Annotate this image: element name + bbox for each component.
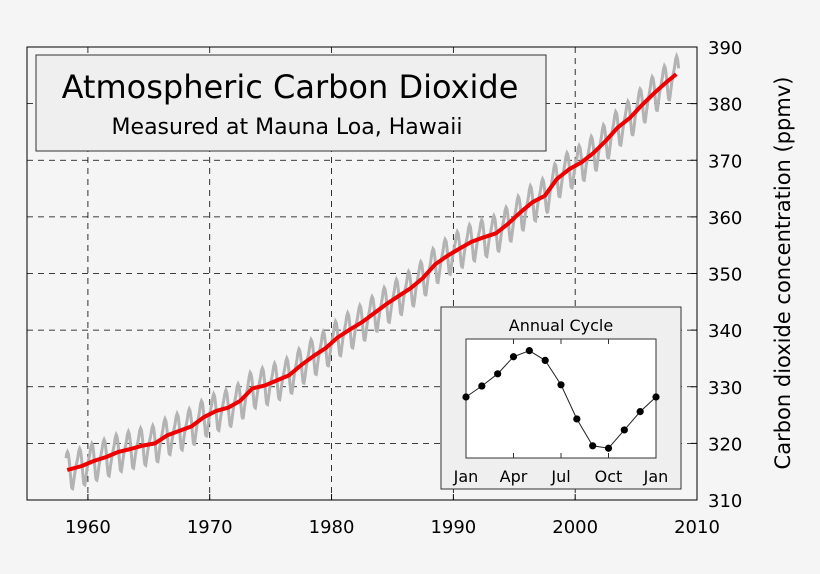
chart-subtitle: Measured at Mauna Loa, Hawaii	[112, 115, 463, 140]
inset-series	[462, 347, 660, 452]
inset-point-dec	[636, 408, 644, 416]
inset-tick-label: Jan	[643, 467, 669, 486]
x-axis: 1960 1970 1980 1990 2000 2010	[65, 494, 720, 538]
y-tick-label: 330	[708, 378, 742, 399]
y-axis: 310 320 330 340 350 360 370 380 390	[691, 38, 742, 512]
y-tick-label: 390	[708, 38, 742, 59]
annual-mean-line	[66, 72, 678, 472]
y-tick-label: 310	[708, 491, 742, 512]
inset-x-axis: Jan Apr Jul Oct Jan	[453, 339, 669, 486]
inset-tick-label: Jul	[550, 467, 570, 486]
x-tick-label: 1970	[187, 517, 233, 538]
y-tick-label: 380	[708, 95, 742, 116]
inset-point-may	[525, 347, 533, 355]
chart-title: Atmospheric Carbon Dioxide	[62, 68, 519, 106]
inset-point-aug	[573, 415, 581, 423]
monthly-series	[64, 51, 681, 492]
inset-point-feb	[478, 382, 486, 390]
monthly-line	[64, 51, 681, 492]
y-axis-label: Carbon dioxide concentration (ppmv)	[771, 77, 795, 470]
inset-point-mar	[494, 370, 502, 378]
y-tick-label: 320	[708, 434, 742, 455]
inset-point-sep	[589, 442, 597, 450]
inset-tick-label: Jan	[453, 467, 479, 486]
inset-point-nov	[620, 426, 628, 434]
inset-point-oct	[604, 444, 613, 452]
inset-point-jun	[541, 356, 549, 364]
inset-title: Annual Cycle	[509, 316, 613, 335]
inset-tick-label: Oct	[595, 467, 623, 486]
y-tick-label: 370	[708, 151, 742, 172]
inset-point-jul	[557, 381, 565, 389]
x-tick-label: 1980	[309, 517, 355, 538]
inset-point-apr	[509, 353, 518, 361]
inset-point-jan	[462, 393, 470, 401]
x-tick-label: 1960	[65, 517, 111, 538]
x-tick-label: 2010	[674, 517, 720, 538]
title-box: Atmospheric Carbon Dioxide Measured at M…	[35, 54, 547, 152]
annual-mean-series	[66, 72, 678, 472]
x-tick-label: 1990	[430, 517, 476, 538]
inset-point-jan	[652, 393, 660, 401]
y-tick-label: 350	[708, 265, 742, 286]
y-tick-label: 340	[708, 321, 742, 342]
y-tick-label: 360	[708, 208, 742, 229]
inset-annual-cycle: Annual Cycle Jan Apr Jul Oct Jan	[440, 306, 682, 490]
inset-tick-label: Apr	[500, 467, 528, 486]
x-tick-label: 2000	[552, 517, 598, 538]
